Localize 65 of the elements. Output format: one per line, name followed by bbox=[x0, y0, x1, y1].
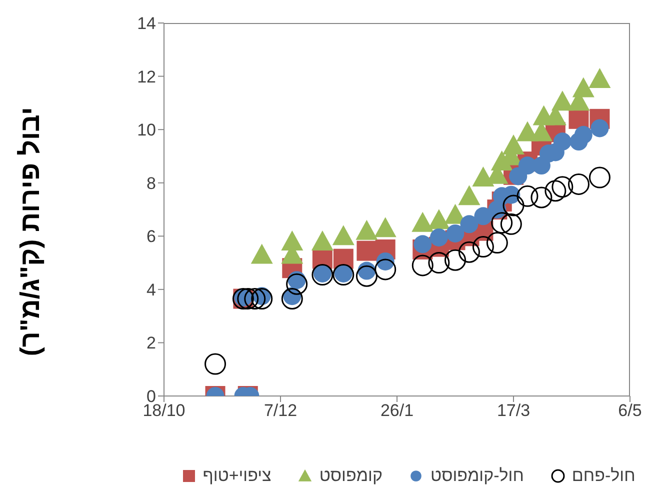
point bbox=[286, 273, 308, 295]
point bbox=[472, 236, 494, 258]
point bbox=[412, 212, 434, 232]
x-tick-label: 18/10 bbox=[142, 401, 186, 420]
point bbox=[588, 68, 611, 88]
point bbox=[250, 244, 273, 264]
point bbox=[574, 126, 592, 144]
point bbox=[237, 288, 259, 310]
x-tick-label: 26/1 bbox=[380, 401, 414, 420]
point bbox=[414, 235, 432, 254]
point bbox=[500, 213, 522, 235]
point bbox=[568, 173, 590, 195]
point bbox=[458, 185, 480, 206]
point bbox=[430, 228, 448, 246]
point bbox=[516, 185, 538, 207]
point bbox=[412, 254, 434, 276]
point bbox=[588, 166, 610, 188]
x-tick-label: 7/12 bbox=[264, 401, 298, 420]
x-tick-label: 17/3 bbox=[496, 401, 530, 420]
point bbox=[552, 176, 574, 198]
legend-label: ציפוי+טוף bbox=[202, 466, 272, 486]
point bbox=[428, 252, 450, 274]
legend-label: חול-קומפוסט bbox=[430, 466, 524, 486]
point bbox=[374, 258, 396, 280]
y-tick-label: 2 bbox=[146, 334, 156, 353]
y-tick-label: 12 bbox=[137, 67, 156, 86]
point bbox=[458, 241, 480, 263]
point bbox=[572, 77, 594, 98]
y-tick-label: 6 bbox=[146, 227, 156, 246]
point bbox=[446, 224, 464, 242]
point bbox=[313, 264, 332, 282]
point bbox=[460, 215, 478, 234]
point bbox=[356, 265, 378, 287]
point bbox=[502, 194, 524, 216]
x-tick-label: 6/5 bbox=[618, 401, 642, 420]
y-tick-label: 8 bbox=[146, 174, 156, 193]
point bbox=[281, 230, 304, 250]
point bbox=[486, 232, 508, 254]
point bbox=[590, 119, 609, 138]
y-tick-label: 14 bbox=[137, 14, 156, 34]
y-tick-label: 10 bbox=[137, 120, 156, 140]
point bbox=[332, 225, 354, 246]
y-tick-label: 4 bbox=[146, 280, 156, 300]
legend-label: קומפוסט bbox=[319, 466, 382, 486]
y-axis-title: יבול פירות (ק"ג/מ"ר) bbox=[15, 106, 45, 356]
point bbox=[544, 180, 566, 202]
point bbox=[281, 288, 303, 310]
point bbox=[251, 288, 273, 310]
point bbox=[356, 220, 378, 240]
point bbox=[374, 217, 396, 238]
point bbox=[472, 166, 494, 187]
point bbox=[356, 240, 377, 261]
point bbox=[311, 230, 334, 250]
point bbox=[444, 249, 466, 271]
point bbox=[491, 212, 513, 234]
legend-label: חול-פחם bbox=[572, 466, 636, 486]
point bbox=[551, 90, 574, 111]
point bbox=[312, 264, 334, 286]
point bbox=[502, 134, 524, 155]
point bbox=[204, 353, 226, 375]
point bbox=[332, 264, 354, 286]
point bbox=[244, 288, 266, 310]
point bbox=[553, 132, 572, 151]
point bbox=[474, 207, 492, 226]
point bbox=[530, 186, 552, 208]
